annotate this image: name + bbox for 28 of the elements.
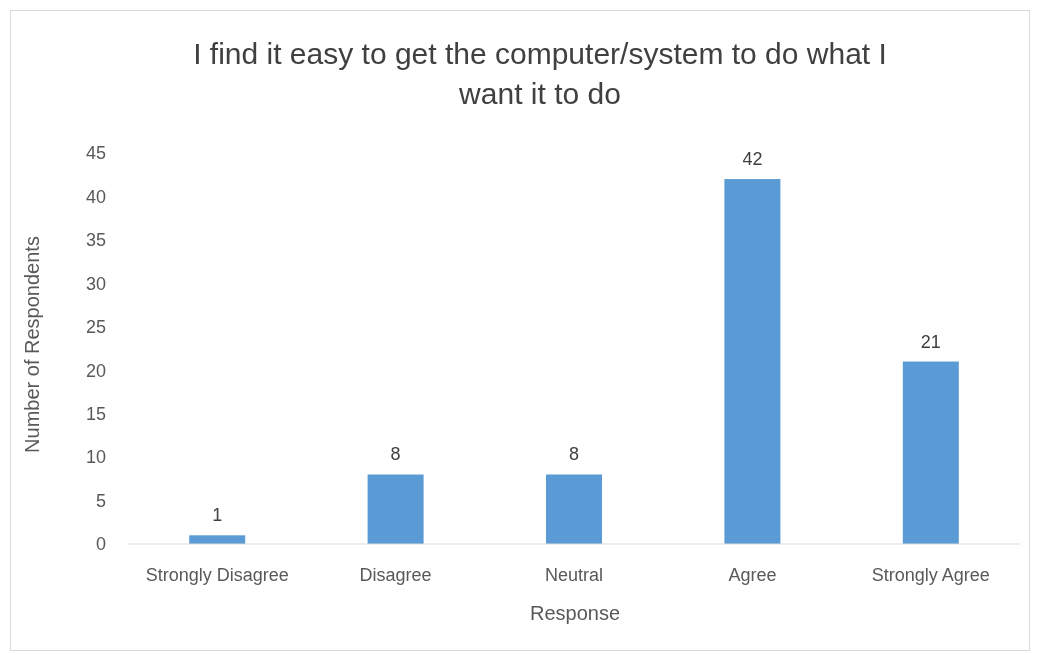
x-tick-label: Strongly Disagree [145, 565, 289, 585]
bar [724, 179, 781, 544]
bar [189, 535, 246, 544]
y-tick-label: 25 [85, 317, 106, 338]
y-tick-label: 45 [85, 143, 106, 164]
bar [367, 474, 424, 544]
data-label: 21 [920, 331, 941, 352]
data-label: 8 [390, 444, 401, 465]
y-tick-label: 35 [85, 230, 106, 251]
y-tick-label: 10 [85, 447, 106, 468]
y-tick-label: 0 [95, 534, 106, 555]
bar [546, 474, 602, 544]
y-axis-title: Number of Respondents [21, 236, 43, 453]
x-tick-label: Strongly Agree [871, 565, 990, 585]
x-axis-title: Response [529, 602, 621, 624]
y-tick-label: 15 [85, 403, 106, 424]
data-label: 42 [742, 149, 763, 170]
bar [902, 361, 959, 544]
x-tick-label: Disagree [359, 565, 432, 585]
data-label: 8 [568, 444, 580, 465]
y-tick-label: 5 [95, 490, 106, 511]
y-tick-label: 30 [85, 273, 106, 294]
y-tick-label: 20 [85, 360, 106, 381]
chart-title: I find it easy to get the computer/system to do what I want it to do [193, 37, 887, 110]
x-tick-label: Neutral [544, 565, 604, 585]
data-label: 1 [212, 505, 223, 526]
x-tick-label: Agree [728, 565, 777, 585]
y-tick-label: 40 [85, 186, 106, 207]
